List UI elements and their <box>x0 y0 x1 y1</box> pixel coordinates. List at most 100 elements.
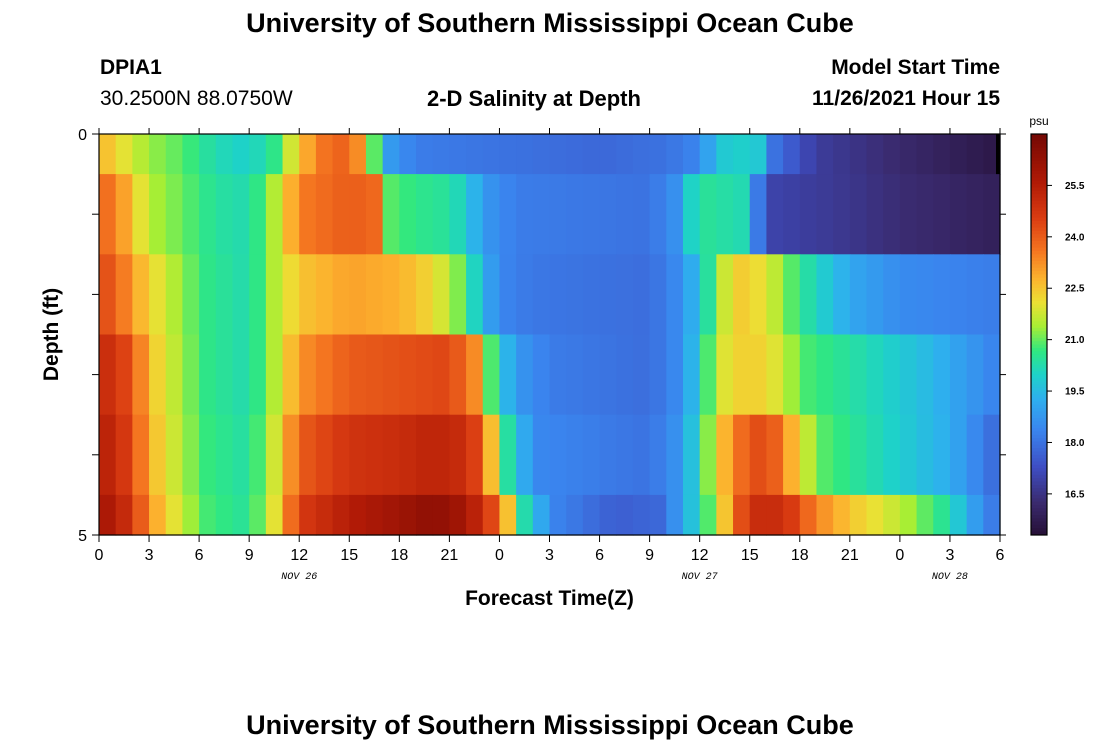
colorbar-swatch <box>1031 428 1047 432</box>
colorbar-swatch <box>1031 461 1047 466</box>
heatmap-cell <box>416 334 434 416</box>
heatmap-cell <box>332 134 350 175</box>
colorbar-swatch <box>1031 371 1047 376</box>
heatmap-cell <box>299 414 317 496</box>
heatmap-cell <box>332 414 350 496</box>
heatmap-cell <box>249 334 267 416</box>
colorbar-swatch <box>1031 267 1047 272</box>
colorbar-swatch <box>1031 488 1047 493</box>
colorbar-swatch <box>1031 264 1047 269</box>
heatmap-cell <box>416 414 434 496</box>
heatmap-cell <box>99 494 117 536</box>
colorbar-swatch <box>1031 414 1047 419</box>
colorbar-swatch <box>1031 394 1047 399</box>
x-axis-title: Forecast Time(Z) <box>465 587 634 610</box>
heatmap-cell <box>566 494 584 536</box>
x-tick-label: 0 <box>95 547 104 564</box>
heatmap-cell <box>749 414 768 496</box>
heatmap-cell <box>315 334 334 416</box>
colorbar-swatch <box>1031 154 1047 158</box>
heatmap-cell <box>182 254 200 336</box>
colorbar-swatch <box>1031 200 1047 205</box>
heatmap-cell <box>616 414 634 496</box>
heatmap-cell <box>616 494 634 536</box>
heatmap-cell <box>165 494 184 536</box>
heatmap-cell <box>966 414 984 496</box>
heatmap-cell <box>482 494 501 536</box>
colorbar-swatch <box>1031 481 1047 486</box>
heatmap-cell <box>899 414 918 496</box>
heatmap-cell <box>149 414 167 496</box>
colorbar-swatch <box>1031 441 1047 446</box>
colorbar-swatch <box>1031 291 1047 295</box>
heatmap-cell <box>649 414 667 496</box>
heatmap-cell <box>182 334 200 416</box>
heatmap-cell <box>733 134 751 175</box>
heatmap-cell <box>482 414 501 496</box>
colorbar-swatch <box>1031 524 1047 529</box>
heatmap-cell <box>566 134 584 175</box>
colorbar-swatch <box>1031 337 1047 342</box>
heatmap-cell <box>883 134 901 175</box>
colorbar-swatch <box>1031 438 1047 442</box>
colorbar-swatch <box>1031 234 1047 239</box>
x-tick-label: 0 <box>895 547 904 564</box>
heatmap-cell <box>466 134 484 175</box>
colorbar-swatch <box>1031 294 1047 299</box>
heatmap-cell <box>716 494 734 536</box>
heatmap-cell <box>933 174 951 255</box>
x-tick-label: 6 <box>996 547 1005 564</box>
x-tick-label: 9 <box>645 547 654 564</box>
heatmap-cell <box>516 134 534 175</box>
colorbar-swatch <box>1031 498 1047 503</box>
heatmap-cell <box>549 414 567 496</box>
heatmap-cell <box>482 134 501 175</box>
heatmap-cell <box>582 494 601 536</box>
heatmap-cell <box>632 254 651 336</box>
heatmap-cell <box>516 494 534 536</box>
colorbar-tick-label: 21.0 <box>1065 335 1085 346</box>
heatmap-cell <box>666 174 684 255</box>
heatmap-cell <box>733 494 751 536</box>
heatmap-cell <box>666 494 684 536</box>
heatmap-cell <box>132 334 150 416</box>
heatmap-cell <box>482 254 501 336</box>
heatmap-cell <box>699 414 717 496</box>
heatmap-cell <box>582 174 601 255</box>
heatmap-cell <box>783 494 801 536</box>
colorbar-swatch <box>1031 190 1047 195</box>
heatmap-cell <box>649 254 667 336</box>
colorbar-swatch <box>1031 334 1047 339</box>
heatmap-cell <box>616 254 634 336</box>
heatmap-cell <box>399 494 417 536</box>
x-tick-label: 18 <box>791 547 809 564</box>
colorbar-swatch <box>1031 418 1047 422</box>
heatmap-cell <box>416 174 434 255</box>
x-axis: 0 3 6 9 12 15 18 21 0 3 6 9 12 15 18 21 0 3 6 NOV 26 NOV 27 N… <box>95 128 1005 610</box>
heatmap-cell <box>866 134 884 175</box>
colorbar-frame <box>1030 133 1048 536</box>
colorbar-swatch <box>1031 197 1047 202</box>
heatmap-cell <box>449 494 467 536</box>
heatmap-cell <box>699 334 717 416</box>
heatmap-cell <box>432 494 450 536</box>
heatmap-cell <box>232 414 250 496</box>
heatmap-cell <box>799 134 818 175</box>
colorbar-swatch <box>1031 391 1047 396</box>
colorbar-swatch <box>1031 478 1047 483</box>
heatmap-cell <box>282 494 300 536</box>
colorbar-swatch <box>1031 277 1047 282</box>
heatmap-cell <box>599 334 617 416</box>
heatmap-cell <box>382 174 400 255</box>
heatmap-cell <box>432 254 450 336</box>
heatmap-cell <box>215 254 234 336</box>
heatmap-cell <box>716 254 734 336</box>
heatmap-cell <box>816 254 834 336</box>
heatmap-cell <box>399 414 417 496</box>
heatmap-cell <box>816 134 834 175</box>
colorbar: 25.5 24.0 22.5 21.0 19.5 18.0 16.5 psu <box>1029 114 1085 536</box>
heatmap-cell <box>299 174 317 255</box>
heatmap-cell <box>632 174 651 255</box>
heatmap-cell <box>549 254 567 336</box>
heatmap-cell <box>349 254 367 336</box>
